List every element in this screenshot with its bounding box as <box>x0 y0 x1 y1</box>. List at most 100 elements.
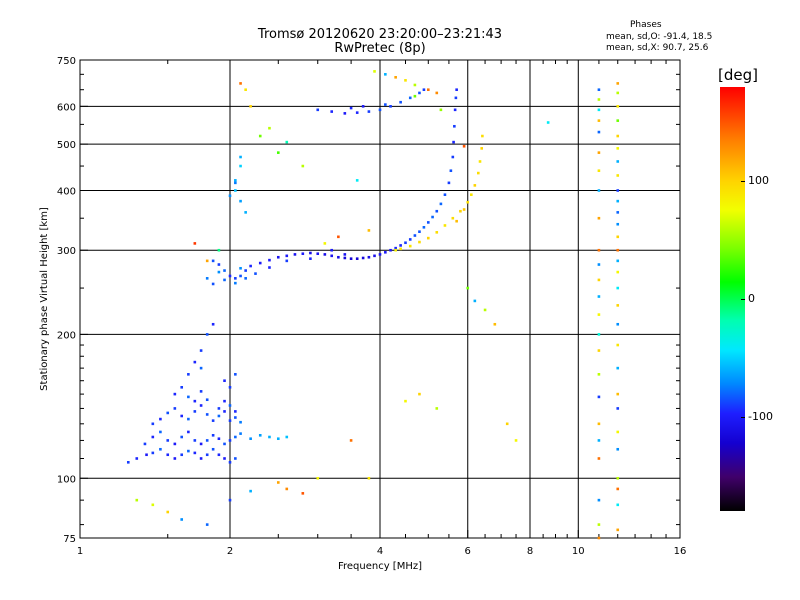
data-point <box>597 295 601 298</box>
x-tick-label: 2 <box>227 546 233 557</box>
data-point <box>254 272 257 275</box>
data-point <box>199 457 203 460</box>
data-point <box>228 498 232 502</box>
data-point <box>404 399 407 403</box>
data-point <box>616 304 620 307</box>
data-point <box>443 193 447 196</box>
data-point <box>223 269 226 272</box>
data-point <box>187 395 190 399</box>
y-tick-label: 400 <box>57 186 76 197</box>
data-point <box>330 110 334 113</box>
data-point <box>205 439 209 442</box>
data-point <box>151 503 155 507</box>
data-point <box>228 461 232 464</box>
data-point <box>234 181 237 185</box>
data-point <box>330 254 334 258</box>
data-point <box>199 442 203 446</box>
data-point <box>378 108 382 112</box>
data-point <box>249 489 252 493</box>
data-point <box>616 430 620 434</box>
x-tick-label: 10 <box>572 546 585 557</box>
data-point <box>413 83 417 87</box>
data-point <box>337 235 340 239</box>
data-point <box>451 155 455 159</box>
x-tick-label: 6 <box>465 546 471 557</box>
data-point <box>234 416 237 419</box>
data-point <box>316 252 320 256</box>
data-point <box>135 457 139 460</box>
data-point <box>616 147 620 150</box>
data-point <box>301 252 305 256</box>
data-point <box>616 343 620 347</box>
data-point <box>493 322 497 326</box>
x-tick-label: 16 <box>674 546 687 557</box>
data-point <box>616 174 620 177</box>
data-point <box>597 248 601 252</box>
data-point <box>435 407 439 410</box>
colorbar-tick-label: -100 <box>748 409 773 423</box>
data-point <box>285 435 289 439</box>
data-point <box>616 528 620 532</box>
data-point <box>228 404 232 407</box>
data-point <box>166 510 170 514</box>
data-point <box>355 179 359 182</box>
data-point <box>616 189 620 192</box>
data-point <box>205 453 209 457</box>
data-point <box>228 439 232 442</box>
data-point <box>276 151 280 154</box>
data-point <box>473 184 477 187</box>
data-point <box>234 435 237 439</box>
data-point <box>293 253 297 256</box>
data-point <box>285 259 289 263</box>
data-point <box>616 407 620 410</box>
data-point <box>466 200 470 204</box>
data-point <box>234 189 237 192</box>
y-axis-title: Stationary phase Virtual Height [km] <box>39 207 50 391</box>
colorbar-tick-mark <box>741 299 745 300</box>
data-point <box>285 254 289 258</box>
data-point <box>597 151 601 154</box>
data-point <box>244 211 247 214</box>
data-point <box>418 91 421 95</box>
data-point <box>597 422 601 426</box>
data-point <box>597 88 601 92</box>
data-point <box>151 435 155 439</box>
data-point <box>355 257 359 260</box>
data-point <box>459 209 462 213</box>
data-point <box>399 244 402 247</box>
data-point <box>173 407 177 410</box>
data-point <box>193 399 197 403</box>
data-point <box>211 434 215 437</box>
data-point <box>439 108 443 112</box>
chart-subtitle: RwPretec (8p) <box>334 41 426 56</box>
data-point <box>258 261 262 265</box>
data-point <box>367 229 371 232</box>
data-point <box>193 451 197 455</box>
data-point <box>217 270 221 274</box>
data-point <box>349 439 353 442</box>
data-point <box>151 451 155 455</box>
data-point <box>234 410 237 413</box>
data-point <box>597 523 601 526</box>
data-point <box>384 103 387 106</box>
data-point <box>187 449 190 453</box>
data-point <box>616 105 620 108</box>
data-point <box>478 160 482 163</box>
colorbar-tick-mark <box>741 181 745 183</box>
data-point <box>223 278 226 282</box>
data-point <box>597 189 601 192</box>
data-point <box>616 487 620 491</box>
data-point <box>249 437 252 441</box>
data-point <box>211 419 215 422</box>
data-point <box>249 105 252 108</box>
data-point <box>301 164 305 168</box>
data-point <box>616 248 620 252</box>
data-point <box>426 221 430 224</box>
stats-x-mode: mean, sd,X: 90.7, 25.6 <box>606 43 709 53</box>
data-point <box>616 222 620 226</box>
data-point <box>135 498 139 502</box>
data-point <box>258 134 262 138</box>
data-point <box>597 439 601 442</box>
data-point <box>616 235 620 239</box>
data-point <box>616 503 620 507</box>
